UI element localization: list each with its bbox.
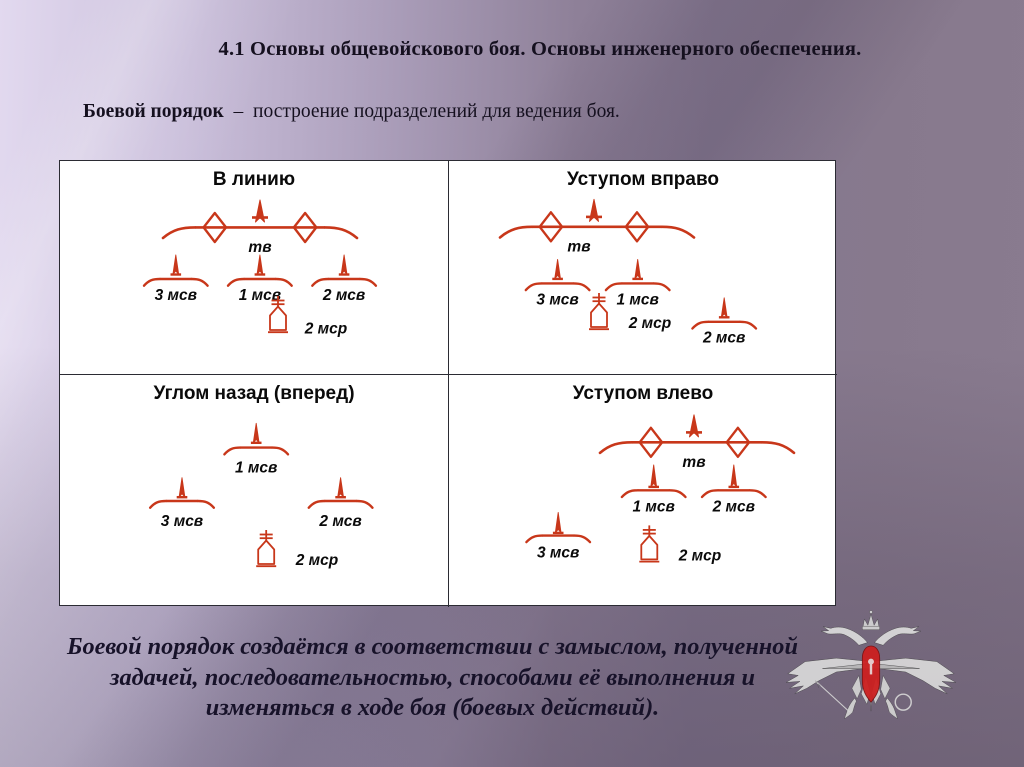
svg-text:3 мсв: 3 мсв	[536, 291, 578, 308]
svg-text:1 мсв: 1 мсв	[617, 291, 659, 308]
svg-text:1 мсв: 1 мсв	[239, 287, 281, 304]
svg-text:2 мср: 2 мср	[628, 315, 671, 332]
svg-text:2 мср: 2 мср	[678, 547, 721, 564]
svg-text:2 мсв: 2 мсв	[712, 498, 755, 515]
svg-text:3 мсв: 3 мсв	[161, 513, 203, 530]
svg-text:2 мср: 2 мср	[304, 321, 347, 338]
svg-text:1 мсв: 1 мсв	[633, 498, 675, 515]
svg-text:2 мсв: 2 мсв	[318, 513, 361, 530]
svg-text:тв: тв	[248, 239, 271, 256]
svg-text:3 мсв: 3 мсв	[155, 287, 197, 304]
svg-text:2 мсв: 2 мсв	[702, 330, 745, 347]
svg-text:2 мсв: 2 мсв	[322, 287, 365, 304]
svg-text:1 мсв: 1 мсв	[235, 460, 277, 477]
svg-text:2 мср: 2 мср	[295, 552, 338, 569]
svg-text:тв: тв	[567, 239, 590, 256]
svg-text:3 мсв: 3 мсв	[537, 545, 579, 562]
svg-text:тв: тв	[682, 454, 705, 471]
